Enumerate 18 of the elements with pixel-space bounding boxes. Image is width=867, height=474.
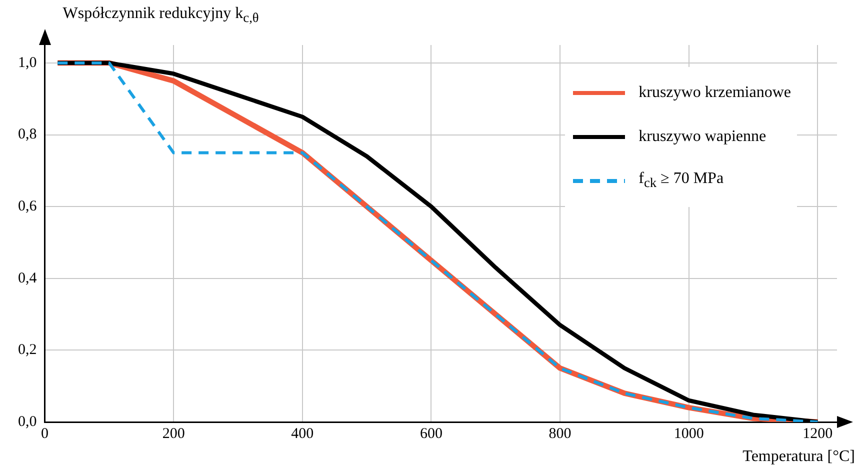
y-tick-label: 0,2: [18, 342, 37, 358]
x-tick-label: 800: [548, 426, 572, 442]
x-tick-label: 600: [420, 426, 442, 442]
y-tick-label: 0,6: [18, 198, 38, 215]
y-tick-label: 1,0: [18, 54, 37, 71]
x-tick-label: 1200: [802, 426, 833, 442]
x-axis-title: Temperatura [°C]: [742, 448, 855, 466]
x-tick-label: 200: [162, 426, 185, 442]
x-tick-label: 400: [291, 426, 314, 442]
y-tick-label: 0,0: [18, 414, 37, 430]
legend-label: kruszywo krzemianowe: [638, 84, 791, 102]
x-tick-label: 1000: [674, 426, 704, 442]
y-axis-title: Współczynnik redukcyjny k$_{c,θ}$: [62, 5, 259, 26]
y-tick-label: 0,4: [18, 270, 38, 286]
y-tick-label: 0,8: [18, 126, 37, 143]
legend-label: f$_{ck}$ ≥ 70 MPa: [638, 170, 724, 192]
legend-label: kruszywo wapienne: [638, 128, 766, 146]
x-tick-label: 0: [41, 426, 48, 442]
